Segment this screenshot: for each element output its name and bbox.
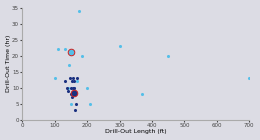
Point	[69, 87, 73, 89]
Point	[70, 87, 75, 89]
Point	[70, 96, 74, 98]
Point	[88, 102, 93, 105]
Point	[65, 87, 69, 89]
Point	[118, 45, 122, 47]
Point	[71, 77, 75, 79]
Point	[73, 93, 77, 95]
Point	[75, 77, 79, 79]
X-axis label: Drill-Out Length (ft): Drill-Out Length (ft)	[105, 130, 167, 134]
Point	[72, 80, 76, 82]
Point	[72, 87, 76, 89]
Point	[140, 93, 144, 95]
Point	[62, 48, 67, 50]
Point	[70, 80, 74, 82]
Point	[53, 77, 57, 79]
Point	[69, 93, 73, 95]
Point	[77, 10, 81, 12]
Point	[80, 54, 84, 57]
Point	[56, 48, 60, 50]
Point	[69, 51, 73, 53]
Point	[66, 90, 70, 92]
Point	[69, 102, 73, 105]
Point	[73, 109, 77, 111]
Y-axis label: Drill-Out Time (hr): Drill-Out Time (hr)	[5, 35, 11, 92]
Point	[67, 64, 72, 66]
Point	[72, 87, 76, 89]
Point	[85, 87, 89, 89]
Point	[66, 87, 70, 89]
Point	[166, 54, 170, 57]
Point	[74, 102, 78, 105]
Point	[247, 77, 251, 79]
Point	[68, 77, 73, 79]
Point	[62, 80, 67, 82]
Point	[72, 92, 76, 94]
Point	[75, 80, 80, 82]
